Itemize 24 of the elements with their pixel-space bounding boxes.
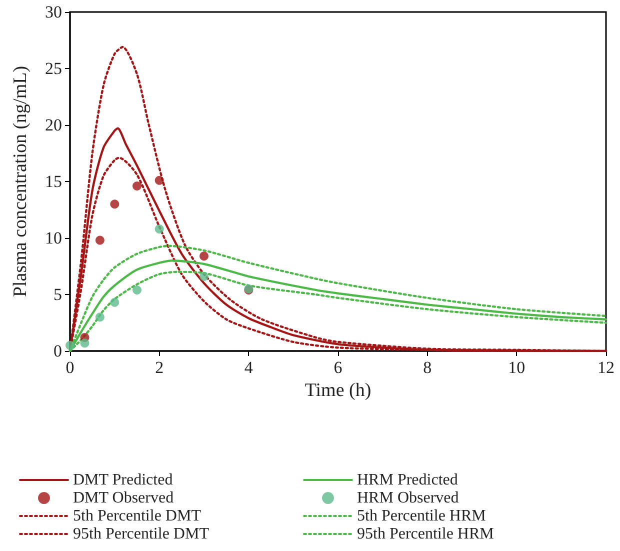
legend-label: DMT Predicted [73, 472, 173, 488]
x-tick-label: 4 [244, 358, 254, 377]
y-tick-label: 15 [45, 172, 62, 191]
y-axis-title: Plasma concentration (ng/mL) [10, 66, 31, 298]
x-tick-label: 12 [598, 358, 614, 377]
x-axis-title: Time (h) [304, 380, 372, 401]
y-tick-label: 25 [45, 59, 62, 78]
legend-label: DMT Observed [73, 490, 174, 506]
x-tick-label: 6 [334, 358, 342, 377]
legend-label: 95th Percentile HRM [357, 526, 494, 542]
x-tick-label: 10 [508, 358, 526, 377]
y-tick-label: 0 [54, 342, 62, 360]
x-tick-label: 0 [66, 358, 74, 377]
legend-label: 95th Percentile DMT [73, 526, 210, 542]
legend-label: HRM Predicted [357, 472, 458, 488]
x-tick-label: 8 [423, 358, 432, 377]
y-tick-label: 30 [45, 2, 62, 22]
legend-label: 5th Percentile DMT [73, 508, 202, 524]
legend-label: 5th Percentile HRM [357, 508, 486, 524]
y-tick-label: 20 [45, 116, 62, 134]
x-tick-label: 2 [155, 358, 164, 377]
y-tick-label: 5 [54, 285, 62, 304]
y-tick-label: 10 [45, 228, 62, 248]
legend-label: HRM Observed [357, 490, 459, 506]
